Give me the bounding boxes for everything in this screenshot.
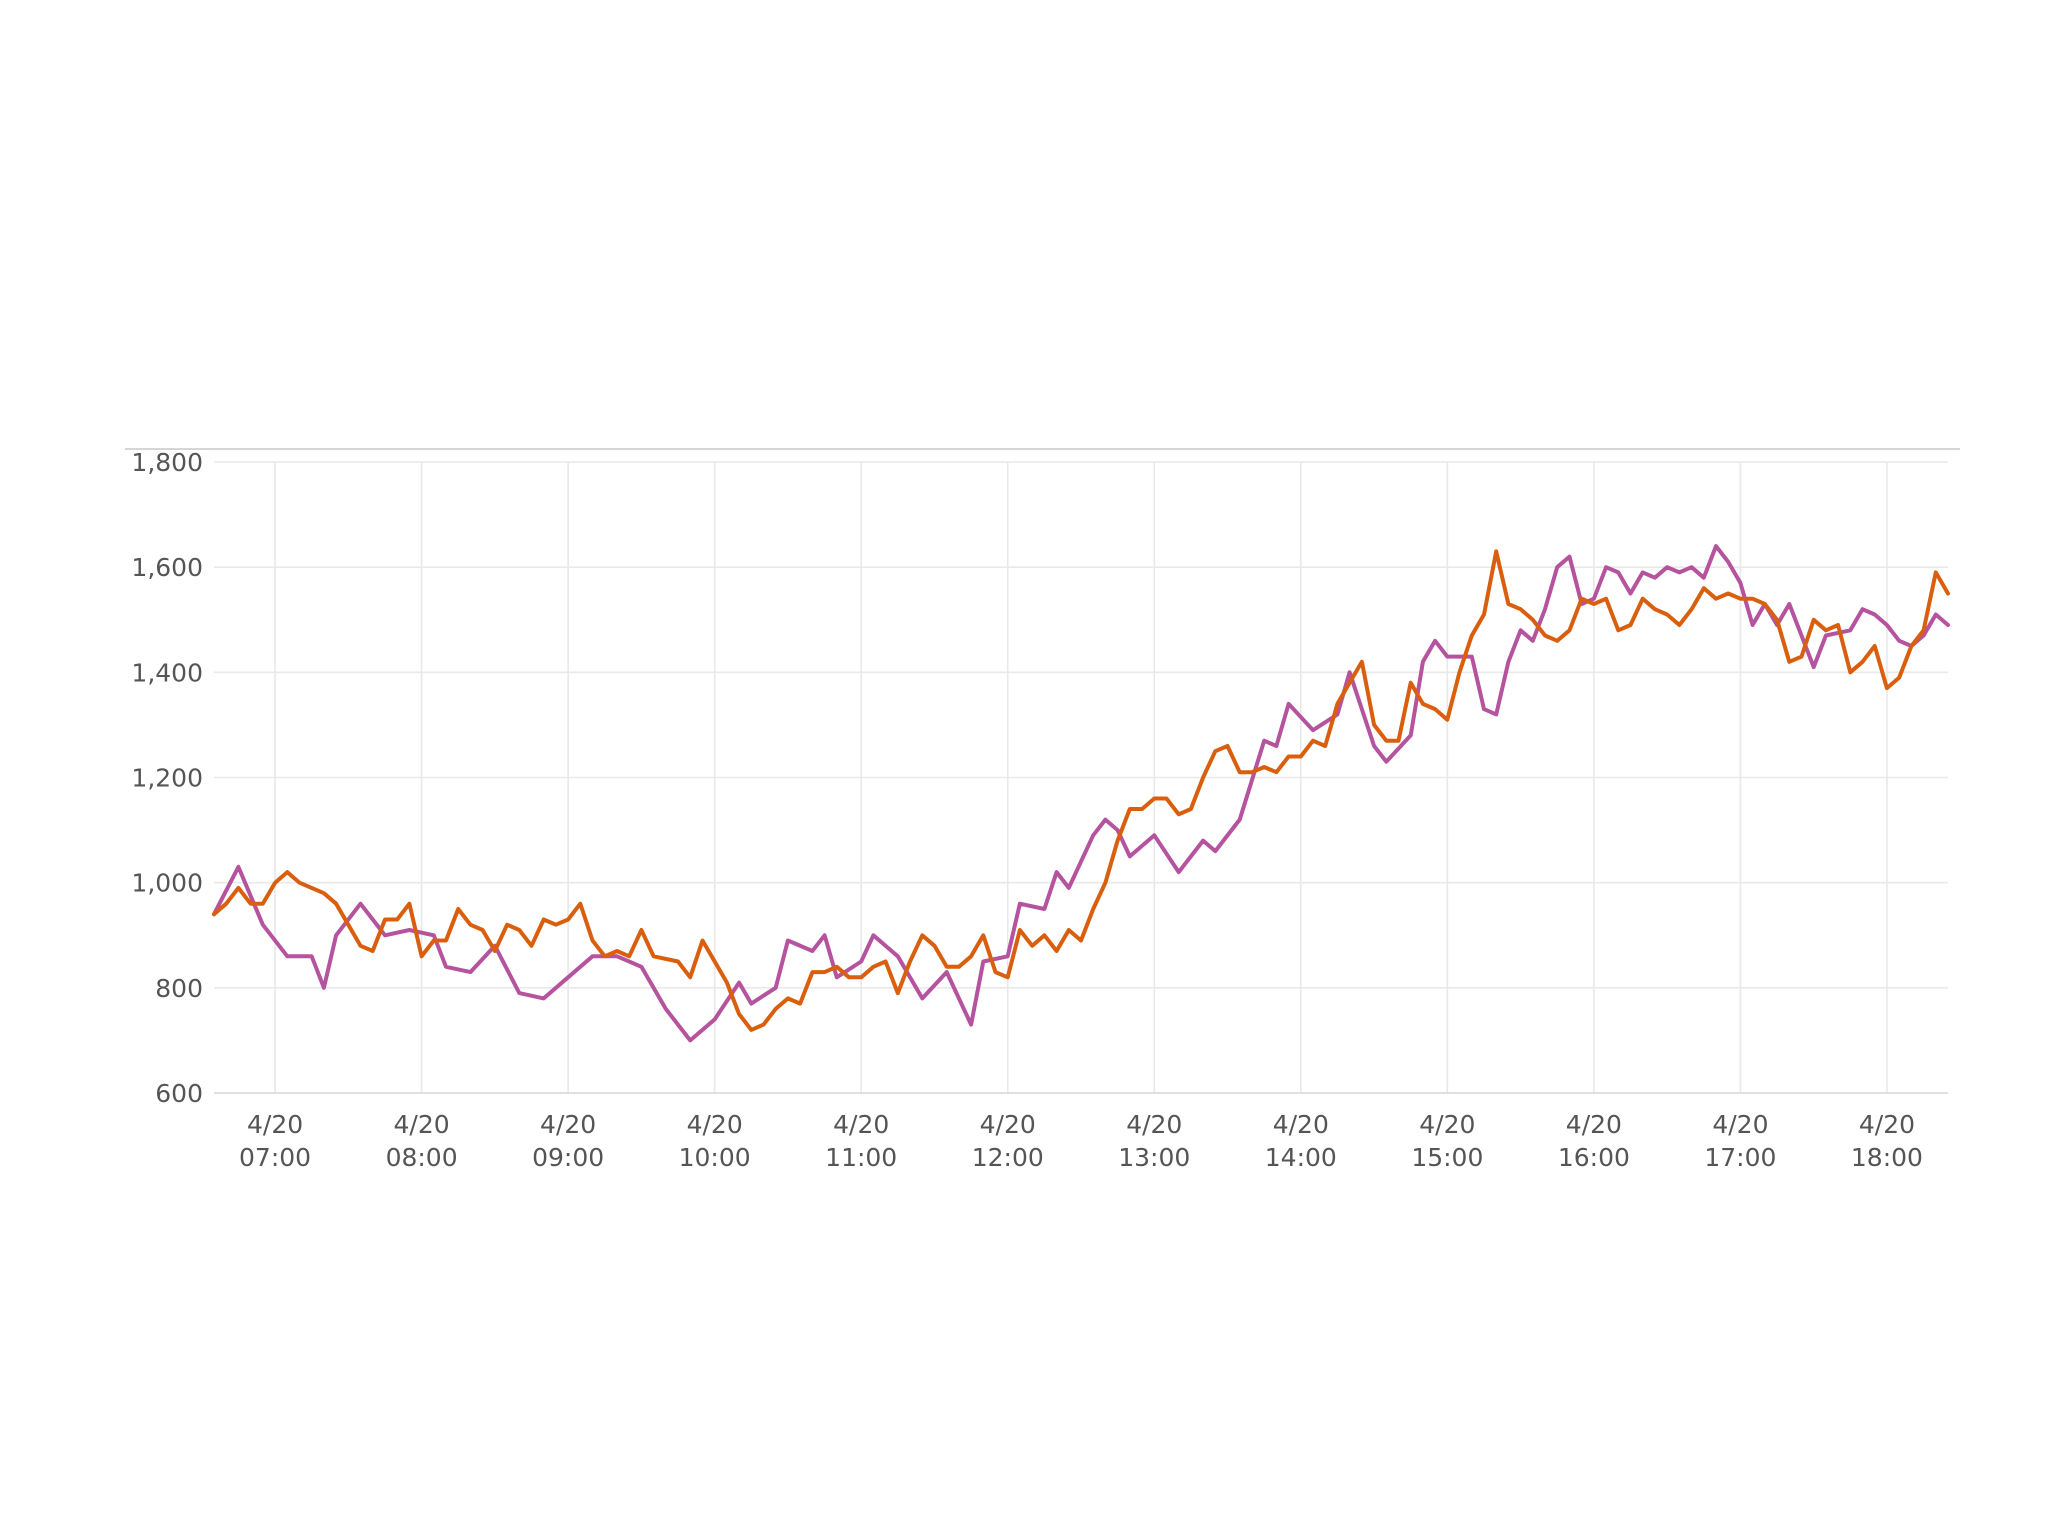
x-tick-label-time-1500: 15:00 bbox=[1411, 1143, 1483, 1172]
x-tick-label-date-1500: 4/20 bbox=[1419, 1110, 1475, 1139]
y-tick-label-600: 600 bbox=[155, 1079, 203, 1108]
y-tick-label-1200: 1,200 bbox=[131, 764, 203, 793]
y-tick-label-1600: 1,600 bbox=[131, 553, 203, 582]
x-tick-label-date-1200: 4/20 bbox=[980, 1110, 1036, 1139]
x-tick-label-date-1000: 4/20 bbox=[687, 1110, 743, 1139]
x-tick-label-time-0800: 08:00 bbox=[386, 1143, 458, 1172]
x-axis: 4/20 07:00 4/20 08:00 4/20 09:00 4/20 10:00 4/20… bbox=[239, 1110, 1923, 1172]
x-tick-label-time-1100: 11:00 bbox=[825, 1143, 897, 1172]
x-tick-label-time-1200: 12:00 bbox=[972, 1143, 1044, 1172]
x-tick-label-date-1800: 4/20 bbox=[1859, 1110, 1915, 1139]
x-tick-label-date-0800: 4/20 bbox=[394, 1110, 450, 1139]
y-tick-label-800: 800 bbox=[155, 974, 203, 1003]
x-tick-label-date-1700: 4/20 bbox=[1712, 1110, 1768, 1139]
y-axis: 600 800 1,000 1,200 1,400 1,600 1,800 bbox=[131, 448, 203, 1108]
x-tick-label-time-1300: 13:00 bbox=[1118, 1143, 1190, 1172]
x-tick-label-time-1800: 18:00 bbox=[1851, 1143, 1923, 1172]
series-layer bbox=[212, 544, 1950, 1043]
x-tick-label-date-1600: 4/20 bbox=[1566, 1110, 1622, 1139]
x-tick-label-time-1600: 16:00 bbox=[1558, 1143, 1630, 1172]
x-tick-label-date-1300: 4/20 bbox=[1126, 1110, 1182, 1139]
y-tick-label-1400: 1,400 bbox=[131, 658, 203, 687]
y-tick-label-1800: 1,800 bbox=[131, 448, 203, 477]
x-tick-label-time-0700: 07:00 bbox=[239, 1143, 311, 1172]
series-line-1 bbox=[212, 544, 1950, 1043]
x-tick-label-date-0700: 4/20 bbox=[247, 1110, 303, 1139]
x-tick-label-time-1000: 10:00 bbox=[679, 1143, 751, 1172]
x-tick-label-date-1400: 4/20 bbox=[1273, 1110, 1329, 1139]
x-tick-label-date-0900: 4/20 bbox=[540, 1110, 596, 1139]
series-line-2 bbox=[212, 549, 1950, 1032]
x-tick-label-time-0900: 09:00 bbox=[532, 1143, 604, 1172]
x-tick-label-time-1400: 14:00 bbox=[1265, 1143, 1337, 1172]
y-tick-label-1000: 1,000 bbox=[131, 869, 203, 898]
x-tick-label-time-1700: 17:00 bbox=[1704, 1143, 1776, 1172]
grid-layer bbox=[214, 461, 1948, 1094]
x-tick-label-date-1100: 4/20 bbox=[833, 1110, 889, 1139]
